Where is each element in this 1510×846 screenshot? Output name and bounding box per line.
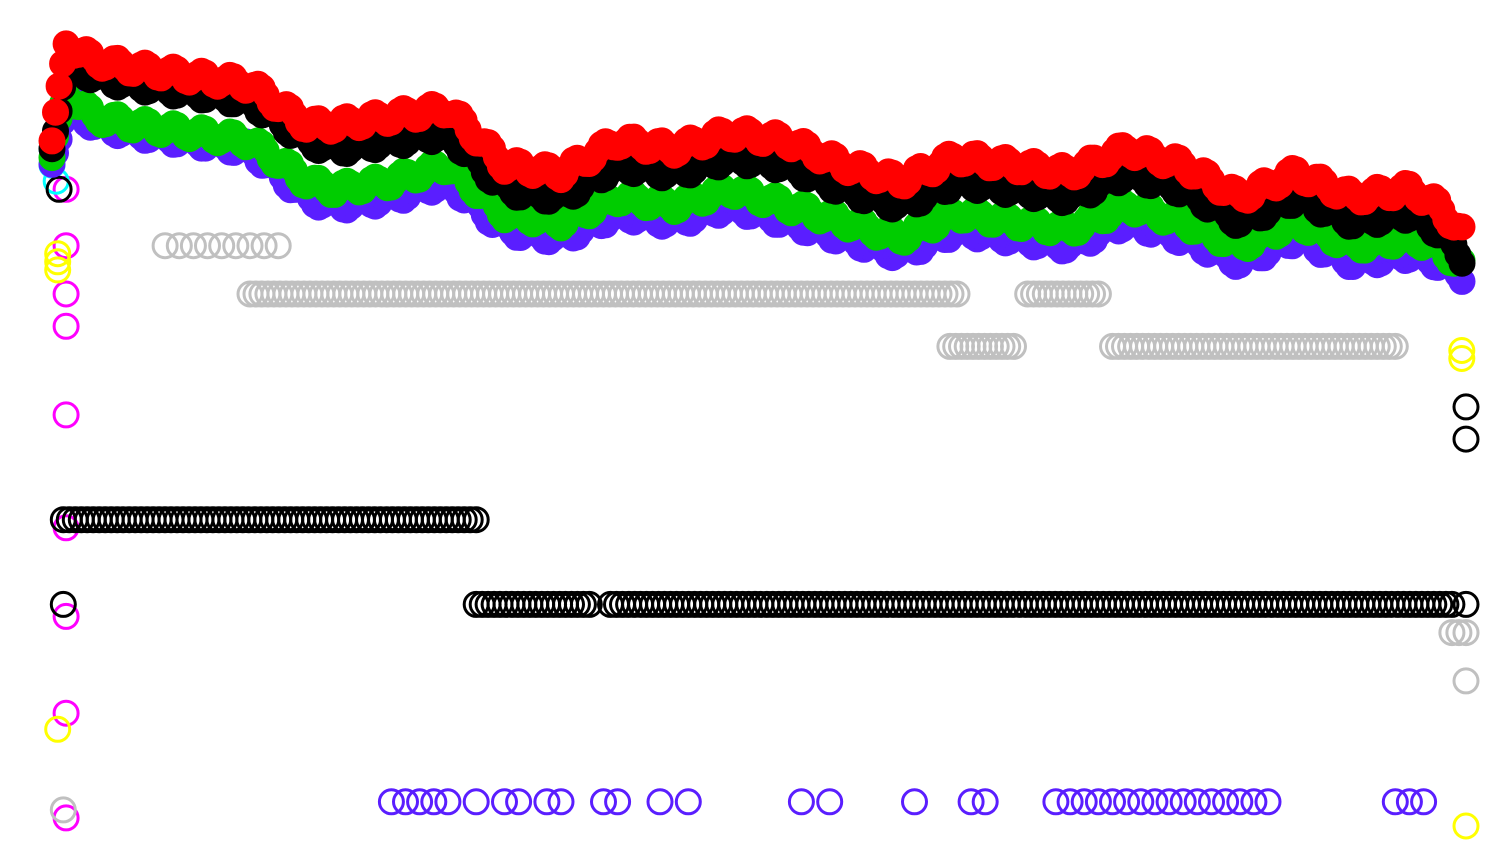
series-7-point [1438,619,1466,647]
series-11-point [392,788,419,816]
series-9-point [575,590,603,618]
series-6-point [44,256,72,284]
series-11-point [1042,788,1070,816]
series-4-point [52,602,80,630]
series-7-point [194,232,221,260]
series-11-point [1212,788,1240,816]
series-4-point [52,401,80,429]
series-11-point [590,788,617,816]
series-1-point [1448,249,1476,277]
series-6-point [44,240,72,268]
series-11-point [1113,788,1141,816]
series-11-point [1254,788,1282,816]
series-11-point [1056,788,1084,816]
series-11-point [957,788,985,816]
series-11-point [434,788,462,816]
series-11-point [816,788,844,816]
series-7-point [151,232,179,260]
series-7-point [250,232,278,260]
series-8-point [1000,332,1027,360]
series-9-point [1438,590,1466,618]
series-11-point [1169,788,1197,816]
series-0-point [45,72,73,100]
series-11-point [787,788,815,816]
series-11-point [547,788,575,816]
series-11-point [1183,788,1211,816]
series-0-point [38,127,66,155]
series-6-point [44,715,72,743]
series-0-point [1448,213,1476,241]
series-11-point [1155,788,1183,816]
series-11-point [646,788,674,816]
series-11-point [1395,788,1423,816]
series-11-point [1198,788,1225,816]
series-7-point [49,796,77,824]
series-11-point [462,788,490,816]
series-7-point [236,232,264,260]
series-10-point [1452,590,1480,618]
series-7-point [208,232,236,260]
series-4-point [52,280,80,308]
series-6-point [1452,812,1480,840]
series-11-point [1084,788,1112,816]
series-4-point [52,699,80,727]
series-6-point [1448,345,1476,372]
series-11-point [1127,788,1155,816]
series-7-point [222,232,250,260]
series-7-point [1445,619,1473,647]
series-7-point [1452,667,1480,695]
series-10-point [45,175,73,203]
series-10-point [1452,393,1480,421]
series-4-point [52,312,80,340]
series-11-point [971,788,999,816]
series-8-point [1381,332,1409,360]
series-8-point [1084,280,1112,308]
series-6-point [1448,337,1476,364]
series-6-point [44,248,72,276]
series-10-point [49,590,77,618]
series-7-point [264,232,292,260]
series-8-point [943,280,971,308]
series-11-point [1141,788,1169,816]
data-marks [38,30,1480,840]
series-7-point [179,232,207,260]
series-11-point [1070,788,1098,816]
series-11-point [505,788,533,816]
series-11-point [1099,788,1126,816]
series-9-point [462,506,490,534]
series-11-point [406,788,434,816]
series-11-point [1410,788,1438,816]
series-7-point [165,232,193,260]
series-11-point [674,788,702,816]
series-10-point [1452,425,1480,453]
series-11-point [491,788,518,816]
series-4-point [52,232,80,260]
series-11-point [377,788,405,816]
series-11-point [1226,788,1254,816]
series-11-point [1240,788,1268,816]
series-0-point [42,98,69,126]
series-11-point [533,788,561,816]
series-11-point [1381,788,1409,816]
series-11-point [604,788,632,816]
series-11-point [901,788,928,816]
series-7-point [1452,619,1480,647]
series-11-point [420,788,448,816]
